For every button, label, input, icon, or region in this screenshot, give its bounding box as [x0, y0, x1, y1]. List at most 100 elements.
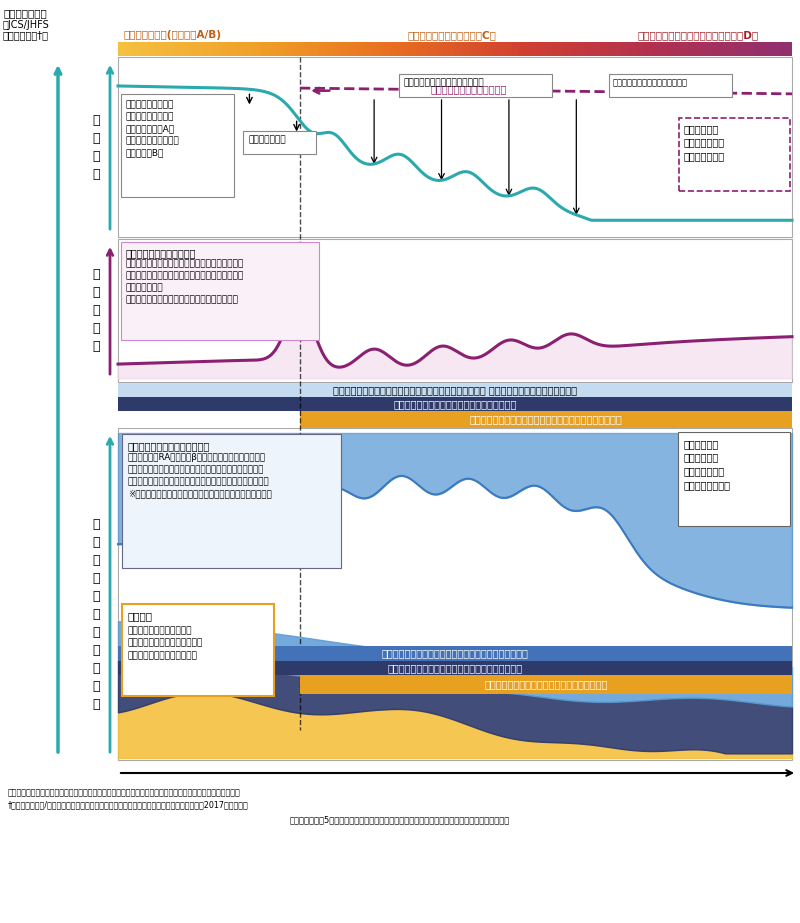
Bar [698, 42, 701, 56]
Bar [610, 42, 614, 56]
Bar [145, 42, 148, 56]
Bar [165, 42, 169, 56]
Bar [199, 42, 202, 56]
Bar [283, 42, 286, 56]
Bar [408, 42, 411, 56]
Bar [542, 42, 546, 56]
Bar [138, 42, 142, 56]
Bar [294, 42, 297, 56]
FancyBboxPatch shape [398, 74, 551, 97]
Bar [411, 42, 414, 56]
Bar [222, 42, 226, 56]
Bar [280, 42, 283, 56]
Bar [442, 42, 445, 56]
Bar [394, 42, 398, 56]
Bar [509, 42, 512, 56]
Bar [678, 42, 681, 56]
Bar [526, 42, 529, 56]
Bar [681, 42, 684, 56]
Bar [118, 239, 792, 382]
Bar [320, 42, 323, 56]
Bar [654, 42, 658, 56]
Bar [472, 42, 475, 56]
Bar [428, 42, 431, 56]
Bar [711, 42, 714, 56]
Text: †日本循環器学会/日本心不全学会合同ガイドライン　急性・慢性心不全診療ガイドライン（2017年改訂版）: †日本循環器学会/日本心不全学会合同ガイドライン 急性・慢性心不全診療ガイドライ… [8, 800, 249, 809]
Text: 慢性心不全の増悪による入院治療: 慢性心不全の増悪による入院治療 [404, 78, 485, 87]
Bar [553, 42, 556, 56]
Bar [539, 42, 542, 56]
Bar [175, 42, 178, 56]
Bar [401, 42, 405, 56]
Bar [634, 42, 637, 56]
Bar [118, 383, 792, 397]
Text: 適応があれば
補助人工心臓や
心臓移植を考慮: 適応があれば 補助人工心臓や 心臓移植を考慮 [684, 124, 725, 162]
Bar [762, 42, 765, 56]
Bar [202, 42, 206, 56]
Bar [233, 42, 236, 56]
Bar [782, 42, 786, 56]
Bar [381, 42, 384, 56]
Text: 支持的なコミュニケーションによる継続的な意志決定支援: 支持的なコミュニケーションによる継続的な意志決定支援 [470, 414, 622, 425]
Bar [691, 42, 694, 56]
Bar [529, 42, 533, 56]
Bar [118, 397, 792, 411]
Bar [769, 42, 772, 56]
Bar [630, 42, 634, 56]
Bar [152, 42, 155, 56]
Bar [731, 42, 734, 56]
Bar [546, 42, 550, 56]
Bar [256, 42, 259, 56]
Bar [266, 42, 270, 56]
Bar [236, 42, 239, 56]
Bar [297, 42, 300, 56]
Bar [462, 42, 465, 56]
Text: 身
体
機
能: 身 体 機 能 [92, 114, 100, 181]
Bar [644, 42, 647, 56]
Bar [314, 42, 317, 56]
Bar [303, 42, 306, 56]
Bar [431, 42, 434, 56]
Bar [242, 42, 246, 56]
Bar [186, 42, 189, 56]
Bar [323, 42, 327, 56]
Bar [306, 42, 310, 56]
Bar [300, 411, 792, 428]
Bar [658, 42, 661, 56]
Text: 心不全ステージ（ステージC）: 心不全ステージ（ステージC） [407, 30, 496, 40]
Bar [131, 42, 135, 56]
Bar [364, 42, 367, 56]
Bar [775, 42, 778, 56]
Bar [489, 42, 492, 56]
Bar [125, 42, 128, 56]
Polygon shape [118, 305, 792, 379]
FancyBboxPatch shape [121, 242, 318, 340]
Bar [388, 42, 391, 56]
Bar [250, 42, 253, 56]
Bar [347, 42, 350, 56]
Bar [533, 42, 536, 56]
Bar [344, 42, 347, 56]
Bar [742, 42, 745, 56]
Bar [334, 42, 337, 56]
Bar [725, 42, 728, 56]
Bar [772, 42, 775, 56]
Bar [755, 42, 758, 56]
Bar [354, 42, 358, 56]
Bar [286, 42, 290, 56]
Text: 心不全症状出現: 心不全症状出現 [249, 135, 286, 144]
Bar [600, 42, 603, 56]
Bar [169, 42, 172, 56]
Bar [300, 675, 792, 694]
Bar [276, 42, 280, 56]
Bar [570, 42, 573, 56]
Text: ・身体的苦痛に対するケア
・精神心理的苦痛に対するケア
・社会的苦痛に対するケア等: ・身体的苦痛に対するケア ・精神心理的苦痛に対するケア ・社会的苦痛に対するケア… [128, 626, 203, 660]
Bar [158, 42, 162, 56]
Bar [492, 42, 495, 56]
Bar [118, 428, 792, 760]
Bar [640, 42, 644, 56]
Bar [118, 57, 792, 237]
Bar [519, 42, 522, 56]
Text: 心不全患者の状態に応じた、適切なケアの提供: 心不全患者の状態に応じた、適切なケアの提供 [394, 399, 517, 409]
Bar [367, 42, 370, 56]
